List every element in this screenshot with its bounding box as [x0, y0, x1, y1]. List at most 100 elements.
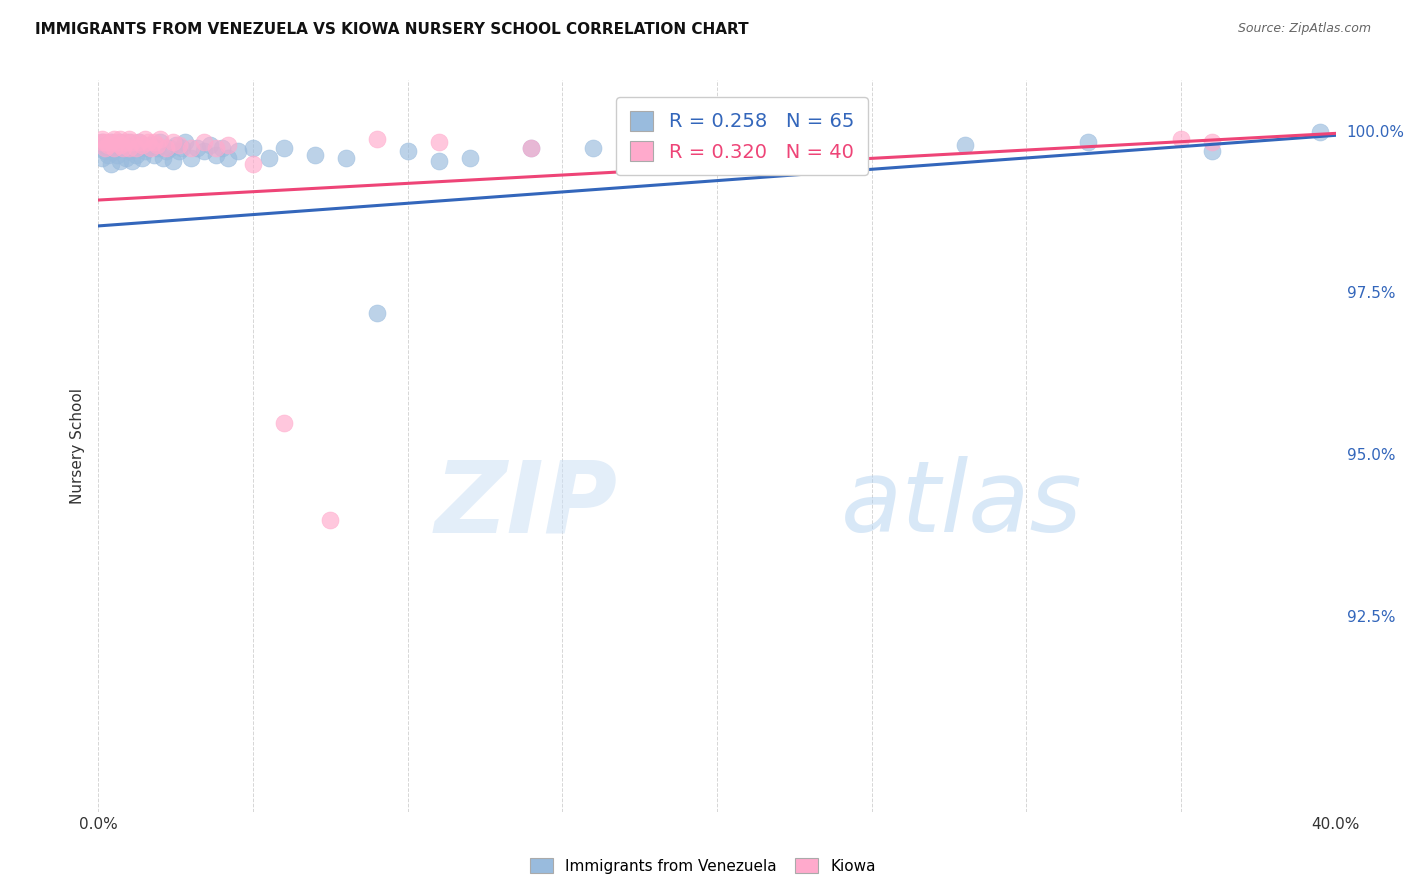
Text: Source: ZipAtlas.com: Source: ZipAtlas.com — [1237, 22, 1371, 36]
Text: 92.5%: 92.5% — [1347, 610, 1395, 625]
Point — [211, 141, 233, 155]
Point — [174, 135, 197, 149]
Point — [152, 151, 174, 165]
Point — [118, 141, 141, 155]
Point — [108, 131, 131, 145]
Point — [143, 135, 166, 149]
Text: 95.0%: 95.0% — [1347, 448, 1395, 463]
Point — [427, 135, 450, 149]
Point — [768, 141, 790, 155]
Point — [335, 151, 357, 165]
Point — [108, 154, 131, 169]
Point — [100, 135, 122, 149]
Point — [93, 138, 115, 153]
Point — [155, 141, 177, 155]
Point — [90, 131, 112, 145]
Point — [167, 138, 190, 153]
Point — [105, 147, 128, 161]
Point — [139, 138, 162, 153]
Point — [115, 135, 138, 149]
Point — [193, 145, 215, 159]
Point — [217, 151, 239, 165]
Point — [100, 157, 122, 171]
Point — [128, 135, 150, 149]
Point — [242, 141, 264, 155]
Point — [582, 141, 605, 155]
Point — [105, 135, 128, 149]
Point — [139, 141, 162, 155]
Point — [198, 138, 221, 153]
Point — [396, 145, 419, 159]
Point — [458, 151, 481, 165]
Point — [103, 141, 125, 155]
Legend: Immigrants from Venezuela, Kiowa: Immigrants from Venezuela, Kiowa — [524, 852, 882, 880]
Point — [134, 145, 156, 159]
Point — [105, 141, 128, 155]
Point — [1201, 145, 1223, 159]
Point — [134, 131, 156, 145]
Point — [118, 135, 141, 149]
Point — [90, 151, 112, 165]
Point — [1077, 135, 1099, 149]
Point — [366, 131, 388, 145]
Point — [180, 141, 202, 155]
Point — [93, 145, 115, 159]
Text: 100.0%: 100.0% — [1347, 125, 1405, 139]
Point — [103, 131, 125, 145]
Point — [115, 151, 138, 165]
Point — [131, 138, 153, 153]
Point — [149, 135, 172, 149]
Legend: R = 0.258   N = 65, R = 0.320   N = 40: R = 0.258 N = 65, R = 0.320 N = 40 — [616, 97, 868, 176]
Point — [193, 135, 215, 149]
Point — [1170, 131, 1192, 145]
Point — [953, 138, 976, 153]
Point — [257, 151, 280, 165]
Point — [427, 154, 450, 169]
Point — [115, 138, 138, 153]
Point — [319, 513, 342, 527]
Point — [136, 141, 159, 155]
Point — [103, 145, 125, 159]
Y-axis label: Nursery School: Nursery School — [69, 388, 84, 504]
Point — [205, 147, 228, 161]
Point — [93, 135, 115, 149]
Point — [520, 141, 543, 155]
Point — [273, 141, 295, 155]
Point — [93, 141, 115, 155]
Point — [121, 154, 143, 169]
Point — [162, 135, 184, 149]
Point — [205, 141, 228, 155]
Point — [226, 145, 249, 159]
Point — [108, 135, 131, 149]
Point — [242, 157, 264, 171]
Point — [1201, 135, 1223, 149]
Point — [136, 135, 159, 149]
Point — [97, 138, 120, 153]
Point — [146, 138, 169, 153]
Point — [170, 141, 193, 155]
Text: 97.5%: 97.5% — [1347, 286, 1395, 301]
Point — [1309, 125, 1331, 139]
Point — [97, 141, 120, 155]
Point — [100, 135, 122, 149]
Point — [90, 135, 112, 149]
Point — [304, 147, 326, 161]
Text: IMMIGRANTS FROM VENEZUELA VS KIOWA NURSERY SCHOOL CORRELATION CHART: IMMIGRANTS FROM VENEZUELA VS KIOWA NURSE… — [35, 22, 749, 37]
Point — [520, 141, 543, 155]
Point — [112, 141, 135, 155]
Point — [121, 135, 143, 149]
Point — [131, 151, 153, 165]
Point — [159, 141, 181, 155]
Point — [118, 131, 141, 145]
Point — [118, 145, 141, 159]
Point — [143, 147, 166, 161]
Point — [162, 154, 184, 169]
Text: atlas: atlas — [841, 456, 1083, 553]
Point — [128, 135, 150, 149]
Text: ZIP: ZIP — [434, 456, 619, 553]
Point — [149, 131, 172, 145]
Point — [108, 138, 131, 153]
Point — [112, 141, 135, 155]
Point — [167, 145, 190, 159]
Point — [121, 141, 143, 155]
